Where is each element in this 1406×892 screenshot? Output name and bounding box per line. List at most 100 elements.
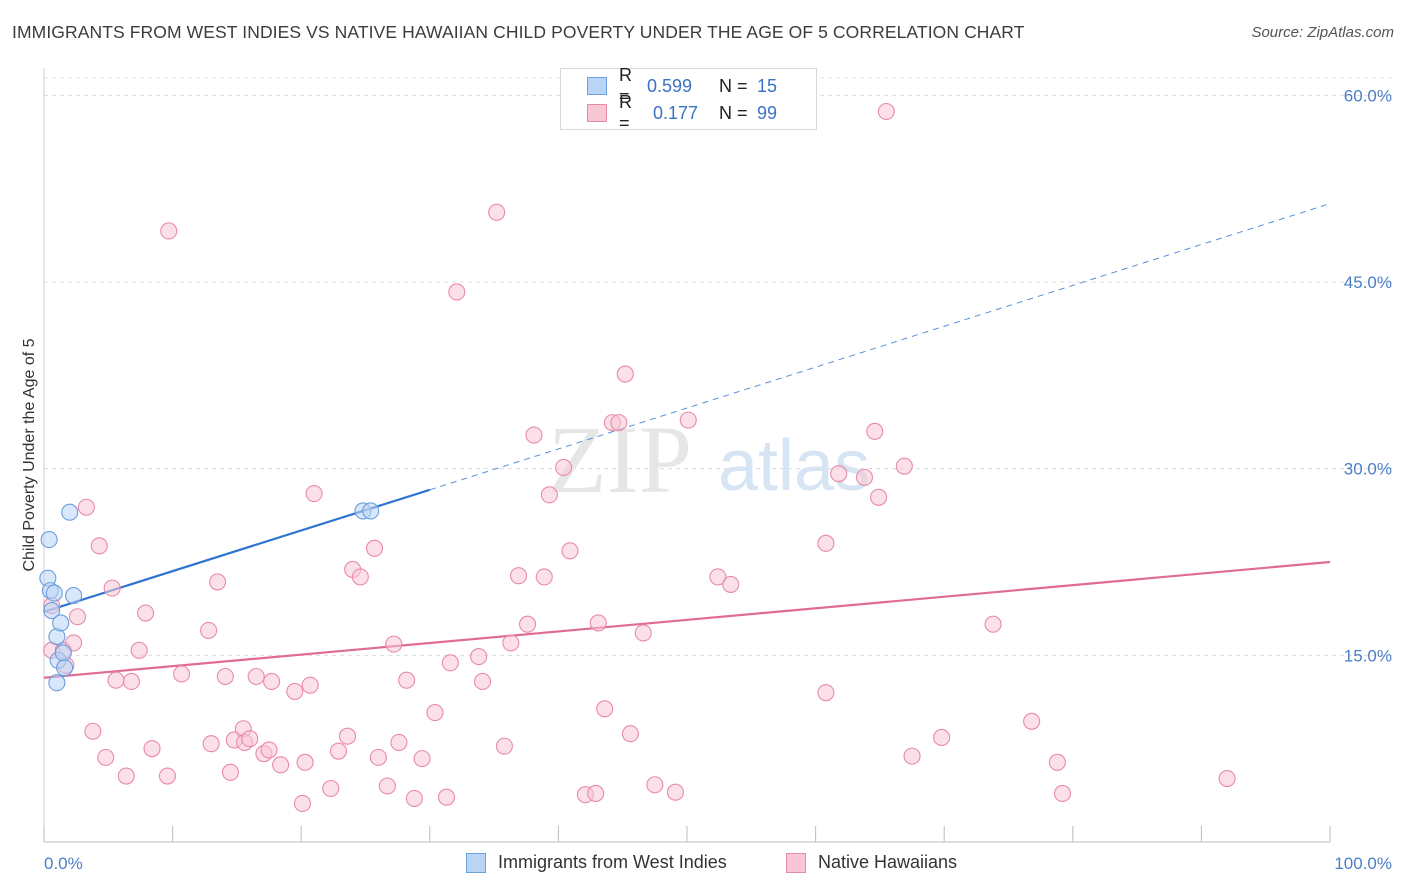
series-legend-west-indies: Immigrants from West Indies [466, 852, 727, 873]
point-native-hawaiians [413, 750, 431, 768]
legend-n-label: N = [719, 75, 748, 96]
point-native-hawaiians [107, 671, 125, 689]
legend-r-label: R = [619, 65, 632, 106]
point-native-hawaiians [90, 537, 108, 555]
point-native-hawaiians [709, 568, 727, 586]
legend-n-value: 99 [757, 102, 778, 123]
point-native-hawaiians [903, 747, 921, 765]
trend-line-native-hawaiians [43, 560, 1331, 679]
legend-row-west-indies: R = 0.599 N = 15 [587, 65, 778, 106]
y-tick-label: 15.0% [1344, 646, 1392, 665]
point-native-hawaiians [209, 573, 227, 591]
point-native-hawaiians [722, 575, 740, 593]
legend-row-native-hawaiians: R = 0.177 N = 99 [587, 92, 778, 133]
point-native-hawaiians [817, 684, 835, 702]
point-native-hawaiians [202, 735, 220, 753]
point-west-indies [54, 644, 72, 662]
point-native-hawaiians [525, 426, 543, 444]
point-native-hawaiians [1023, 712, 1041, 730]
point-native-hawaiians [97, 748, 115, 766]
y-tick-label: 30.0% [1344, 460, 1392, 479]
point-west-indies [362, 502, 380, 520]
point-native-hawaiians [173, 665, 191, 683]
trend-line-west-indies-extended [429, 203, 1331, 491]
source-label: Source: ZipAtlas.com [1251, 24, 1394, 41]
point-native-hawaiians [855, 468, 874, 486]
point-native-hawaiians [143, 740, 161, 758]
point-native-hawaiians [426, 704, 444, 722]
point-native-hawaiians [117, 767, 135, 785]
point-native-hawaiians [830, 465, 848, 483]
point-native-hawaiians [488, 203, 506, 221]
point-native-hawaiians [65, 634, 83, 652]
point-native-hawaiians [502, 634, 520, 652]
series-label-west-indies: Immigrants from West Indies [498, 852, 727, 872]
point-west-indies [48, 674, 66, 692]
legend-r-value: 0.599 [647, 75, 693, 96]
point-native-hawaiians [610, 414, 628, 432]
chart-title: IMMIGRANTS FROM WEST INDIES VS NATIVE HA… [12, 22, 1025, 42]
series-swatch-west-indies [466, 852, 486, 873]
watermark-atlas: atlas [718, 426, 870, 506]
point-native-hawaiians [77, 498, 95, 516]
point-native-hawaiians [301, 676, 319, 694]
point-native-hawaiians [518, 615, 537, 633]
legend-r-label: R = [619, 92, 632, 133]
point-native-hawaiians [473, 672, 492, 691]
point-native-hawaiians [378, 777, 396, 795]
point-native-hawaiians [470, 648, 488, 666]
point-native-hawaiians [540, 486, 558, 504]
point-native-hawaiians [646, 776, 664, 794]
legend-n-value: 15 [757, 75, 778, 96]
legend-r-value: 0.177 [653, 102, 699, 123]
point-native-hawaiians [495, 737, 513, 755]
point-west-indies [61, 503, 79, 521]
legend-swatch-native-hawaiians [587, 104, 607, 122]
x-tick-label: 100.0% [1334, 854, 1392, 873]
point-native-hawaiians [137, 604, 155, 622]
point-native-hawaiians [679, 411, 697, 429]
y-tick-label: 60.0% [1344, 86, 1392, 105]
point-native-hawaiians [385, 635, 403, 653]
point-native-hawaiians [216, 667, 234, 686]
point-native-hawaiians [817, 534, 835, 552]
series-label-native-hawaiians: Native Hawaiians [818, 852, 958, 872]
point-native-hawaiians [561, 542, 579, 560]
point-native-hawaiians [296, 753, 314, 771]
point-native-hawaiians [365, 539, 384, 557]
point-native-hawaiians [293, 794, 312, 812]
point-west-indies [56, 659, 74, 677]
point-native-hawaiians [160, 222, 178, 240]
tick-labels: 15.0% 30.0% 45.0% 60.0% 0.0% 100.0% [44, 86, 1392, 873]
point-native-hawaiians [322, 779, 340, 798]
series-swatch-native-hawaiians [786, 852, 806, 873]
point-west-indies [45, 584, 63, 602]
watermark: ZIP atlas [548, 406, 870, 513]
point-native-hawaiians [895, 457, 913, 475]
point-native-hawaiians [329, 742, 348, 760]
x-tick-label: 0.0% [44, 854, 83, 873]
point-native-hawaiians [877, 102, 895, 121]
point-west-indies [40, 531, 58, 549]
point-native-hawaiians [587, 784, 605, 803]
point-native-hawaiians [866, 422, 884, 440]
data-points [39, 102, 1236, 812]
point-native-hawaiians [68, 608, 86, 626]
point-native-hawaiians [390, 733, 408, 751]
series-legend-native-hawaiians: Native Hawaiians [786, 852, 957, 873]
point-native-hawaiians [122, 672, 140, 691]
point-native-hawaiians [130, 641, 148, 659]
point-native-hawaiians [247, 667, 265, 686]
point-native-hawaiians [263, 672, 281, 691]
point-native-hawaiians [634, 624, 652, 642]
point-native-hawaiians [596, 700, 614, 718]
point-native-hawaiians [305, 485, 323, 503]
point-native-hawaiians [158, 767, 177, 785]
point-native-hawaiians [200, 621, 218, 639]
point-native-hawaiians [616, 365, 634, 383]
point-native-hawaiians [621, 725, 639, 743]
point-native-hawaiians [103, 579, 121, 597]
point-native-hawaiians [589, 614, 607, 632]
point-native-hawaiians [666, 783, 684, 801]
